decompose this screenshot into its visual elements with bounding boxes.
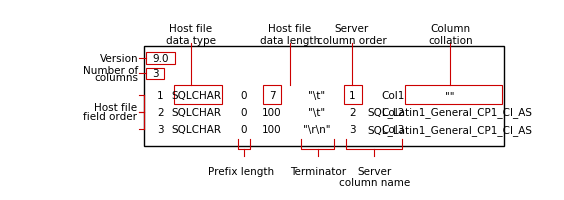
Text: Col2: Col2 — [381, 107, 404, 117]
Text: 100: 100 — [262, 125, 282, 135]
Text: "\r\n": "\r\n" — [303, 125, 331, 135]
Text: 3: 3 — [157, 125, 164, 135]
Text: Number of: Number of — [83, 66, 139, 76]
Text: Host file
data type: Host file data type — [166, 24, 215, 45]
Text: Host file: Host file — [94, 102, 137, 112]
Text: "": "" — [446, 90, 455, 100]
Text: 0: 0 — [240, 90, 246, 100]
Bar — [174, 86, 222, 104]
Text: 7: 7 — [268, 90, 275, 100]
Bar — [147, 68, 164, 80]
Text: field order: field order — [83, 111, 137, 121]
Bar — [144, 47, 504, 147]
Text: SQLCHAR: SQLCHAR — [172, 107, 222, 117]
Text: Column
collation: Column collation — [428, 24, 473, 45]
Text: 3: 3 — [349, 125, 356, 135]
Text: 0: 0 — [240, 125, 246, 135]
Text: 1: 1 — [157, 90, 164, 100]
Text: 2: 2 — [157, 107, 164, 117]
Text: Col1: Col1 — [381, 90, 404, 100]
Bar — [404, 86, 502, 104]
Text: 3: 3 — [152, 69, 158, 79]
Text: SQLCHAR: SQLCHAR — [172, 125, 222, 135]
Text: 2: 2 — [349, 107, 356, 117]
Bar — [344, 86, 362, 104]
Text: Terminator: Terminator — [290, 166, 346, 176]
Text: Prefix length: Prefix length — [208, 166, 274, 176]
Text: 100: 100 — [262, 107, 282, 117]
Bar — [147, 53, 175, 65]
Text: Server
column order: Server column order — [317, 24, 387, 45]
Text: 9.0: 9.0 — [152, 54, 169, 63]
Text: "\t": "\t" — [309, 90, 325, 100]
Text: "\t": "\t" — [309, 107, 325, 117]
Text: 1: 1 — [349, 90, 356, 100]
Text: Host file
data length: Host file data length — [260, 24, 320, 45]
Text: columns: columns — [95, 73, 139, 83]
Text: SQL_Latin1_General_CP1_CI_AS: SQL_Latin1_General_CP1_CI_AS — [368, 124, 533, 135]
Text: SQLCHAR: SQLCHAR — [172, 90, 222, 100]
Text: 0: 0 — [240, 107, 246, 117]
Bar — [263, 86, 281, 104]
Text: Server
column name: Server column name — [338, 166, 410, 187]
Text: SQL_Latin1_General_CP1_CI_AS: SQL_Latin1_General_CP1_CI_AS — [368, 107, 533, 118]
Text: Version: Version — [100, 54, 139, 63]
Text: Col3: Col3 — [381, 125, 404, 135]
